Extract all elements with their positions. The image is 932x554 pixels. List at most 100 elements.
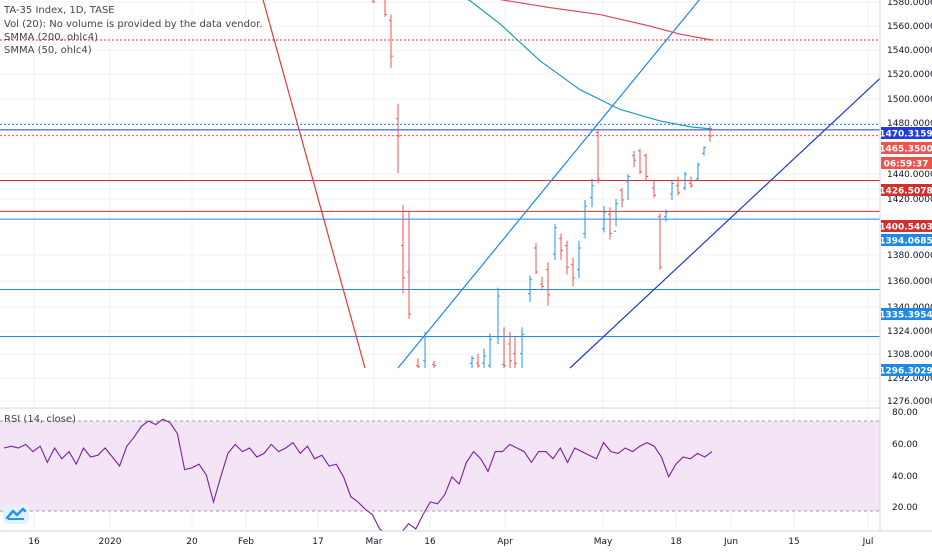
- smma200-line: [499, 0, 713, 41]
- ohlc-bar: [571, 257, 575, 287]
- rsi-legend[interactable]: RSI (14, close): [4, 414, 77, 425]
- price-pane: [0, 0, 880, 369]
- price-tick-label: 1500.0000: [887, 95, 932, 105]
- symbol-title[interactable]: TA-35 Index, 1D, TASE: [4, 5, 115, 16]
- rsi-tick-label: 60.00: [892, 440, 918, 450]
- time-tick-label: 2020: [99, 537, 122, 547]
- time-tick-label: 17: [312, 537, 323, 547]
- price-badge-bg: [881, 234, 932, 246]
- price-tick-label: 1292.0000: [887, 374, 932, 384]
- price-tick-label: 1540.0000: [887, 46, 932, 56]
- ohlc-bar: [626, 174, 630, 200]
- ohlc-bar: [396, 103, 400, 173]
- ohlc-bar: [476, 353, 480, 368]
- ohlc-bar: [546, 262, 550, 306]
- price-badge-bg: [881, 157, 932, 169]
- ohlc-bar: [384, 0, 387, 17]
- price-badge-label: 1296.3029: [879, 367, 932, 377]
- ohlc-bar: [540, 276, 544, 289]
- ohlc-bar: [670, 181, 674, 200]
- ohlc-bar: [520, 327, 524, 368]
- ohlc-bar: [689, 176, 693, 188]
- ohlc-bar: [513, 336, 517, 368]
- smma50-line: [467, 0, 713, 130]
- price-tick-label: 1360.0000: [887, 277, 932, 287]
- price-tick-label: 1276.0000: [887, 397, 932, 407]
- price-badge: 1335.3954: [879, 308, 932, 321]
- ohlc-bar: [565, 240, 569, 275]
- trend-line: [569, 77, 880, 369]
- ohlc-bar: [632, 151, 636, 168]
- rsi-tick-label: 80.00: [892, 408, 918, 418]
- price-badge-label: 1400.5403: [879, 223, 932, 233]
- ohlc-bar: [416, 358, 420, 368]
- price-badge-label: 1470.3159: [879, 130, 932, 140]
- price-tick-label: 1580.0000: [887, 0, 932, 8]
- time-tick-label: 20: [186, 537, 198, 547]
- ohlc-bar: [664, 209, 668, 222]
- price-axis-bg: [880, 0, 932, 531]
- ohlc-bar: [696, 162, 700, 180]
- price-badge: 1470.3159: [879, 127, 932, 140]
- ohlc-bar: [401, 204, 405, 294]
- ohlc-bar: [644, 153, 648, 182]
- ohlc-bar: [596, 130, 600, 184]
- price-tick-label: 1520.0000: [887, 70, 932, 80]
- ohlc-bar: [590, 178, 594, 208]
- ohlc-bar: [372, 0, 375, 3]
- ohlc-bar: [602, 206, 606, 233]
- price-tick-label: 1440.0000: [887, 170, 932, 180]
- price-tick-label: 1560.0000: [887, 22, 932, 32]
- ohlc-bar: [577, 240, 581, 278]
- tradingview-logo-icon[interactable]: [3, 504, 29, 524]
- ohlc-bar: [583, 200, 587, 239]
- rsi-pane: [0, 418, 880, 531]
- time-tick-label: 16: [424, 537, 436, 547]
- time-tick-label: 18: [670, 537, 682, 547]
- ohlc-bar: [553, 224, 557, 260]
- trend-line: [262, 0, 366, 369]
- time-tick-label: 16: [28, 537, 40, 547]
- ohlc-bar: [702, 146, 706, 156]
- price-badge-bg: [881, 142, 932, 154]
- ohlc-bar: [502, 327, 506, 368]
- price-badge-bg: [881, 184, 932, 196]
- trend-line: [397, 0, 700, 369]
- ohlc-bar: [534, 243, 538, 275]
- ohlc-bar: [683, 171, 687, 191]
- smma200-legend[interactable]: SMMA (200, ohlc4): [4, 32, 98, 43]
- ohlc-bar: [559, 233, 563, 260]
- time-tick-label: Feb: [238, 537, 254, 547]
- price-badge: 1394.0685: [879, 234, 932, 247]
- price-badge: 06:59:37: [881, 157, 932, 170]
- ohlc-bar: [652, 181, 656, 198]
- smma50-legend[interactable]: SMMA (50, ohlc4): [4, 45, 92, 56]
- ohlc-bar: [608, 207, 612, 240]
- ohlc-bar: [614, 198, 618, 232]
- ohlc-bar: [638, 148, 642, 175]
- ohlc-bar: [432, 360, 436, 368]
- price-badge: 1296.3029: [879, 364, 932, 377]
- ohlc-bar: [528, 275, 532, 302]
- price-badge-label: 06:59:37: [884, 160, 929, 170]
- volume-legend[interactable]: Vol (20): No volume is provided by the d…: [4, 19, 263, 30]
- ohlc-bar: [496, 287, 500, 344]
- price-badge-bg: [881, 127, 932, 139]
- price-badge-label: 1465.3500: [879, 145, 932, 155]
- rsi-tick-label: 40.00: [892, 472, 918, 482]
- ohlc-bar: [482, 348, 486, 368]
- ohlc-bar: [470, 356, 474, 368]
- ohlc-bar: [708, 125, 712, 142]
- price-badge-bg: [881, 308, 932, 320]
- ohlc-bar: [676, 176, 680, 196]
- price-badge-bg: [881, 220, 932, 232]
- ohlc-bar: [620, 188, 624, 208]
- time-tick-label: Jun: [723, 537, 738, 547]
- ohlc-bar: [658, 213, 662, 270]
- price-tick-label: 1380.0000: [887, 251, 932, 261]
- ohlc-bar: [488, 333, 492, 368]
- price-tick-label: 1480.0000: [887, 119, 932, 129]
- price-badge: 1400.5403: [879, 220, 932, 233]
